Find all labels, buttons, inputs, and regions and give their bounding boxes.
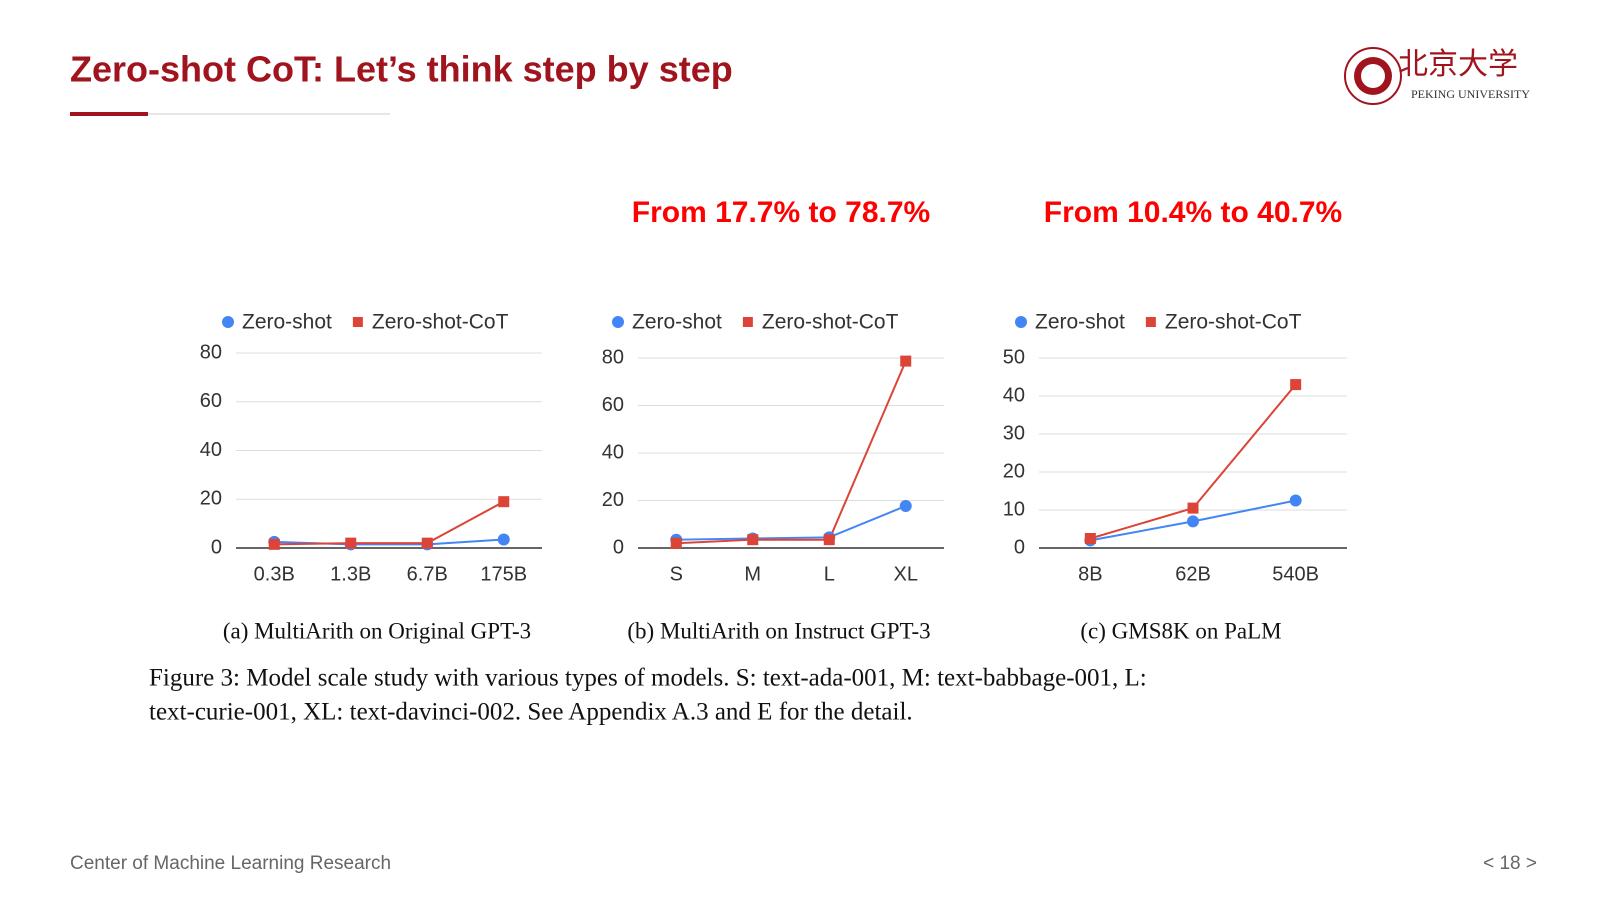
legend-marker bbox=[612, 316, 624, 328]
x-tick-label: 540B bbox=[1272, 563, 1319, 585]
chart-caption: (a) MultiArith on Original GPT-3 bbox=[223, 618, 531, 643]
legend-label: Zero-shot bbox=[242, 311, 332, 334]
x-tick-label: XL bbox=[894, 563, 918, 585]
point bbox=[1290, 379, 1302, 391]
y-tick-label: 10 bbox=[1003, 498, 1025, 520]
y-tick-label: 20 bbox=[1003, 460, 1025, 482]
chart-caption: (c) GMS8K on PaLM bbox=[1080, 618, 1281, 643]
legend-label: Zero-shot-CoT bbox=[372, 311, 509, 334]
series-line bbox=[676, 360, 907, 545]
point bbox=[345, 537, 357, 549]
legend-marker bbox=[352, 317, 363, 327]
legend-label: Zero-shot-CoT bbox=[762, 311, 899, 334]
legend-marker bbox=[742, 317, 753, 327]
slide-title: Zero-shot CoT: Let’s think step by step bbox=[70, 49, 733, 90]
x-tick-label: M bbox=[744, 563, 761, 585]
y-tick-label: 80 bbox=[602, 346, 624, 368]
y-tick-label: 20 bbox=[602, 489, 624, 511]
page-number: < 18 > bbox=[1483, 853, 1537, 874]
footer-text: Center of Machine Learning Research bbox=[70, 853, 391, 874]
y-tick-label: 20 bbox=[200, 488, 222, 510]
y-tick-label: 40 bbox=[602, 441, 624, 463]
logo-inner bbox=[1361, 64, 1385, 88]
title-accent bbox=[70, 112, 148, 116]
x-tick-label: 8B bbox=[1078, 563, 1102, 585]
y-tick-label: 40 bbox=[1003, 384, 1025, 406]
y-tick-label: 40 bbox=[200, 439, 222, 461]
y-tick-label: 0 bbox=[1014, 536, 1025, 558]
legend-label: Zero-shot bbox=[632, 311, 722, 334]
y-tick-label: 80 bbox=[200, 341, 222, 363]
logo-name-zh: 北京大学 bbox=[1398, 48, 1518, 81]
annotation: From 17.7% to 78.7% bbox=[632, 196, 930, 229]
x-tick-label: 175B bbox=[480, 563, 527, 585]
legend-label: Zero-shot bbox=[1035, 311, 1125, 334]
logo: 北京大学 PEKING UNIVERSITY bbox=[1344, 47, 1530, 105]
point bbox=[421, 537, 433, 549]
logo-name-en: PEKING UNIVERSITY bbox=[1411, 87, 1530, 101]
legend-marker bbox=[222, 316, 234, 328]
point bbox=[670, 537, 682, 549]
y-tick-label: 50 bbox=[1003, 346, 1025, 368]
chart-caption: (b) MultiArith on Instruct GPT-3 bbox=[627, 618, 930, 643]
x-tick-label: S bbox=[670, 563, 683, 585]
y-tick-label: 0 bbox=[211, 536, 222, 558]
figure-caption-line: text-curie-001, XL: text-davinci-002. Se… bbox=[149, 699, 913, 726]
x-tick-label: L bbox=[824, 563, 835, 585]
y-tick-label: 60 bbox=[602, 394, 624, 416]
point bbox=[900, 355, 912, 367]
x-tick-label: 0.3B bbox=[254, 563, 295, 585]
y-tick-label: 60 bbox=[200, 390, 222, 412]
point bbox=[497, 533, 510, 546]
series-line bbox=[676, 505, 907, 541]
y-tick-label: 30 bbox=[1003, 422, 1025, 444]
point bbox=[1084, 533, 1096, 544]
x-tick-label: 1.3B bbox=[330, 563, 371, 585]
annotation: From 10.4% to 40.7% bbox=[1044, 196, 1342, 229]
point bbox=[1289, 494, 1302, 507]
legend-marker bbox=[1015, 316, 1027, 328]
y-tick-label: 0 bbox=[613, 536, 624, 558]
point bbox=[268, 538, 280, 550]
point bbox=[823, 534, 835, 546]
x-tick-label: 62B bbox=[1175, 563, 1211, 585]
point bbox=[1187, 515, 1199, 528]
point bbox=[498, 496, 510, 508]
point bbox=[1187, 502, 1199, 514]
x-tick-label: 6.7B bbox=[407, 563, 448, 585]
logo-ring bbox=[1344, 47, 1402, 105]
point bbox=[747, 534, 759, 546]
legend-marker bbox=[1145, 317, 1156, 327]
point bbox=[899, 499, 912, 512]
figure-caption-line: Figure 3: Model scale study with various… bbox=[149, 665, 1147, 692]
charts: 0 20 40 60 80 0.3B 1.3B 6.7B 175B Zero-shot Zero-s… bbox=[200, 196, 1347, 643]
legend-label: Zero-shot-CoT bbox=[1165, 311, 1302, 334]
series-line bbox=[274, 500, 505, 546]
